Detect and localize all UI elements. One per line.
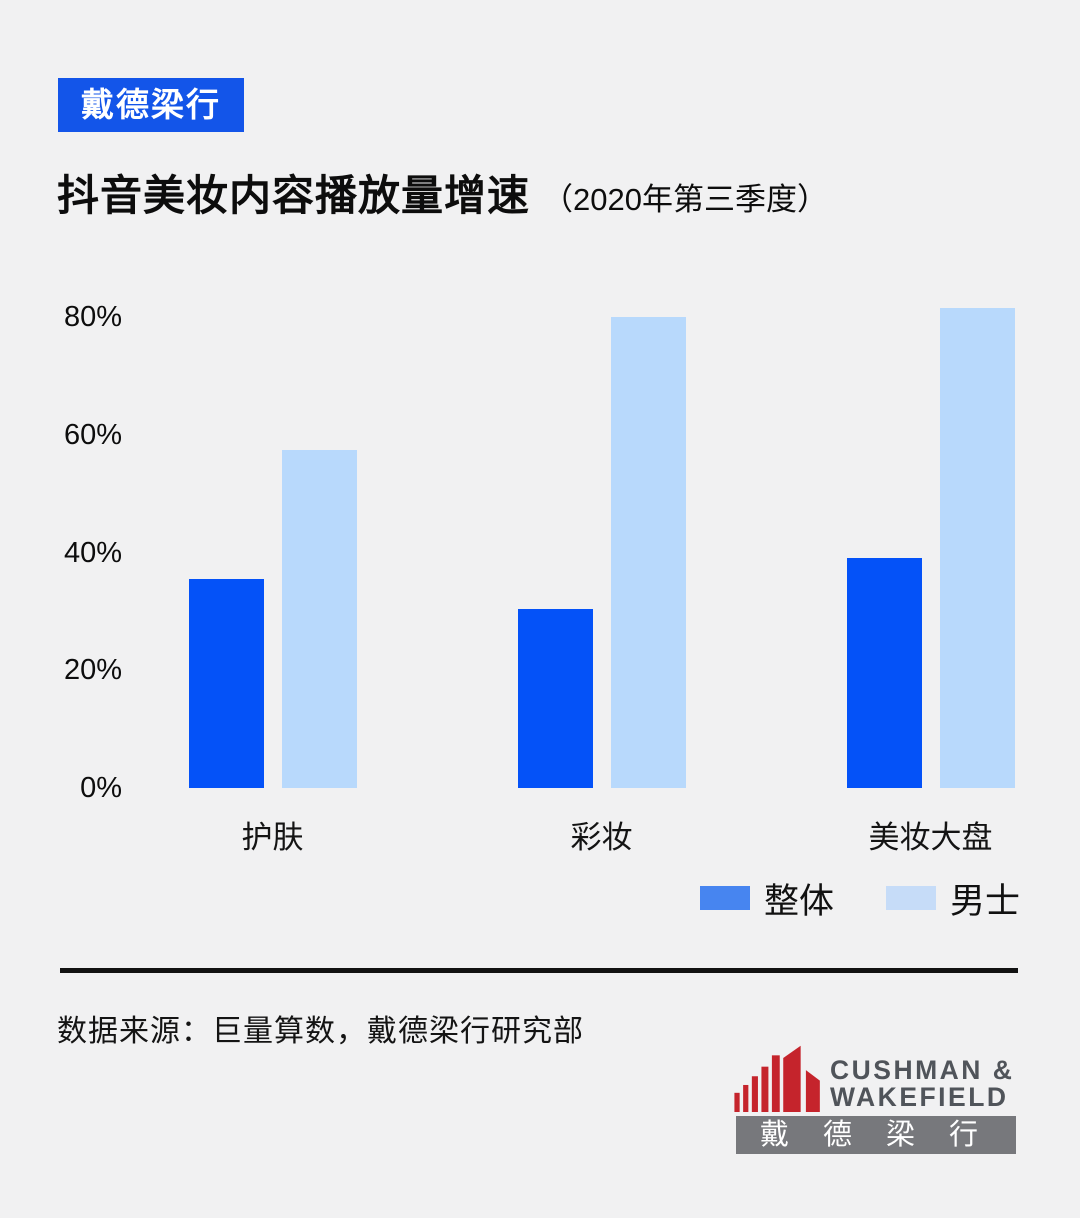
building-skyline-icon xyxy=(734,1045,820,1112)
y-axis-tick-label: 60% xyxy=(63,418,122,451)
logo-wordmark-line1: CUSHMAN & xyxy=(830,1055,1015,1085)
y-axis-tick-label: 0% xyxy=(80,772,122,804)
legend: 整体 男士 xyxy=(700,874,1020,922)
bar-overall-beauty-overall xyxy=(846,558,922,788)
bar-overall-skincare xyxy=(188,579,264,788)
bar-men-skincare xyxy=(281,449,357,788)
data-source-text: 数据来源：巨量算数，戴德梁行研究部 xyxy=(57,1015,584,1048)
legend-swatch-men xyxy=(886,886,937,910)
legend-label-overall: 整体 xyxy=(764,881,835,921)
y-axis-tick-label: 20% xyxy=(63,654,122,687)
logo-wordmark: CUSHMAN & WAKEFIELD xyxy=(830,1057,1014,1111)
bar-overall-color-makeup xyxy=(517,608,593,788)
logo-wordmark-line2: WAKEFIELD xyxy=(830,1082,1009,1112)
x-axis-label-beauty-overall: 美妆大盘 xyxy=(868,820,993,855)
y-axis-tick-label: 80% xyxy=(63,301,122,334)
bar-men-color-makeup xyxy=(610,317,686,788)
y-axis-tick-label: 40% xyxy=(63,536,122,569)
cushman-wakefield-logo: CUSHMAN & WAKEFIELD 戴德梁行 xyxy=(732,1044,1018,1156)
chart-title: 抖音美妆内容播放量增速 xyxy=(57,172,531,219)
legend-item-men: 男士 xyxy=(886,873,1020,924)
legend-label-men: 男士 xyxy=(950,881,1021,921)
bar-men-beauty-overall xyxy=(939,308,1015,788)
chart-subtitle: （2020年第三季度） xyxy=(542,182,828,217)
brand-badge: 戴德梁行 xyxy=(58,78,244,132)
legend-swatch-overall xyxy=(700,886,750,910)
page-title: 抖音美妆内容播放量增速 （2020年第三季度） xyxy=(57,162,828,223)
divider-line xyxy=(60,968,1018,973)
x-axis-label-color-makeup: 彩妆 xyxy=(570,820,633,855)
legend-item-overall: 整体 xyxy=(700,873,834,924)
logo-banner-label: 戴德梁行 xyxy=(760,1119,1013,1151)
x-axis-label-skincare: 护肤 xyxy=(241,820,304,855)
logo-banner: 戴德梁行 xyxy=(736,1116,1016,1154)
brand-badge-label: 戴德梁行 xyxy=(81,86,221,123)
